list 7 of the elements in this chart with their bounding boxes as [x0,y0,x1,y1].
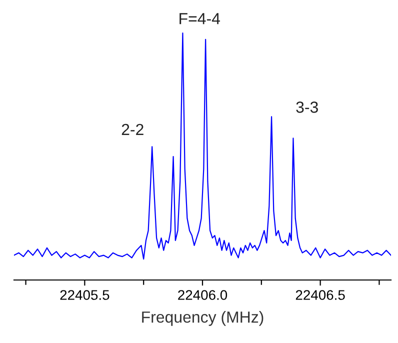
annotation: 2-2 [122,124,144,135]
x-tick-label: 22405.5 [60,290,110,300]
x-tick-label: 22406.5 [296,290,345,300]
annotation: 3-3 [296,102,318,113]
x-axis-title: Frequency (MHz) [142,311,264,326]
annotation: F=4-4 [180,13,220,24]
x-tick-label: 22406.0 [178,290,228,300]
